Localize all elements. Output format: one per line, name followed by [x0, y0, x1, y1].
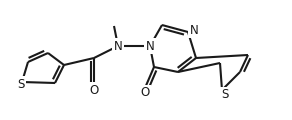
Text: O: O — [140, 87, 150, 99]
Text: S: S — [221, 89, 229, 102]
Text: O: O — [89, 84, 99, 96]
Text: N: N — [146, 39, 154, 53]
Text: N: N — [114, 39, 122, 53]
Text: N: N — [190, 24, 198, 36]
Text: S: S — [17, 78, 25, 90]
